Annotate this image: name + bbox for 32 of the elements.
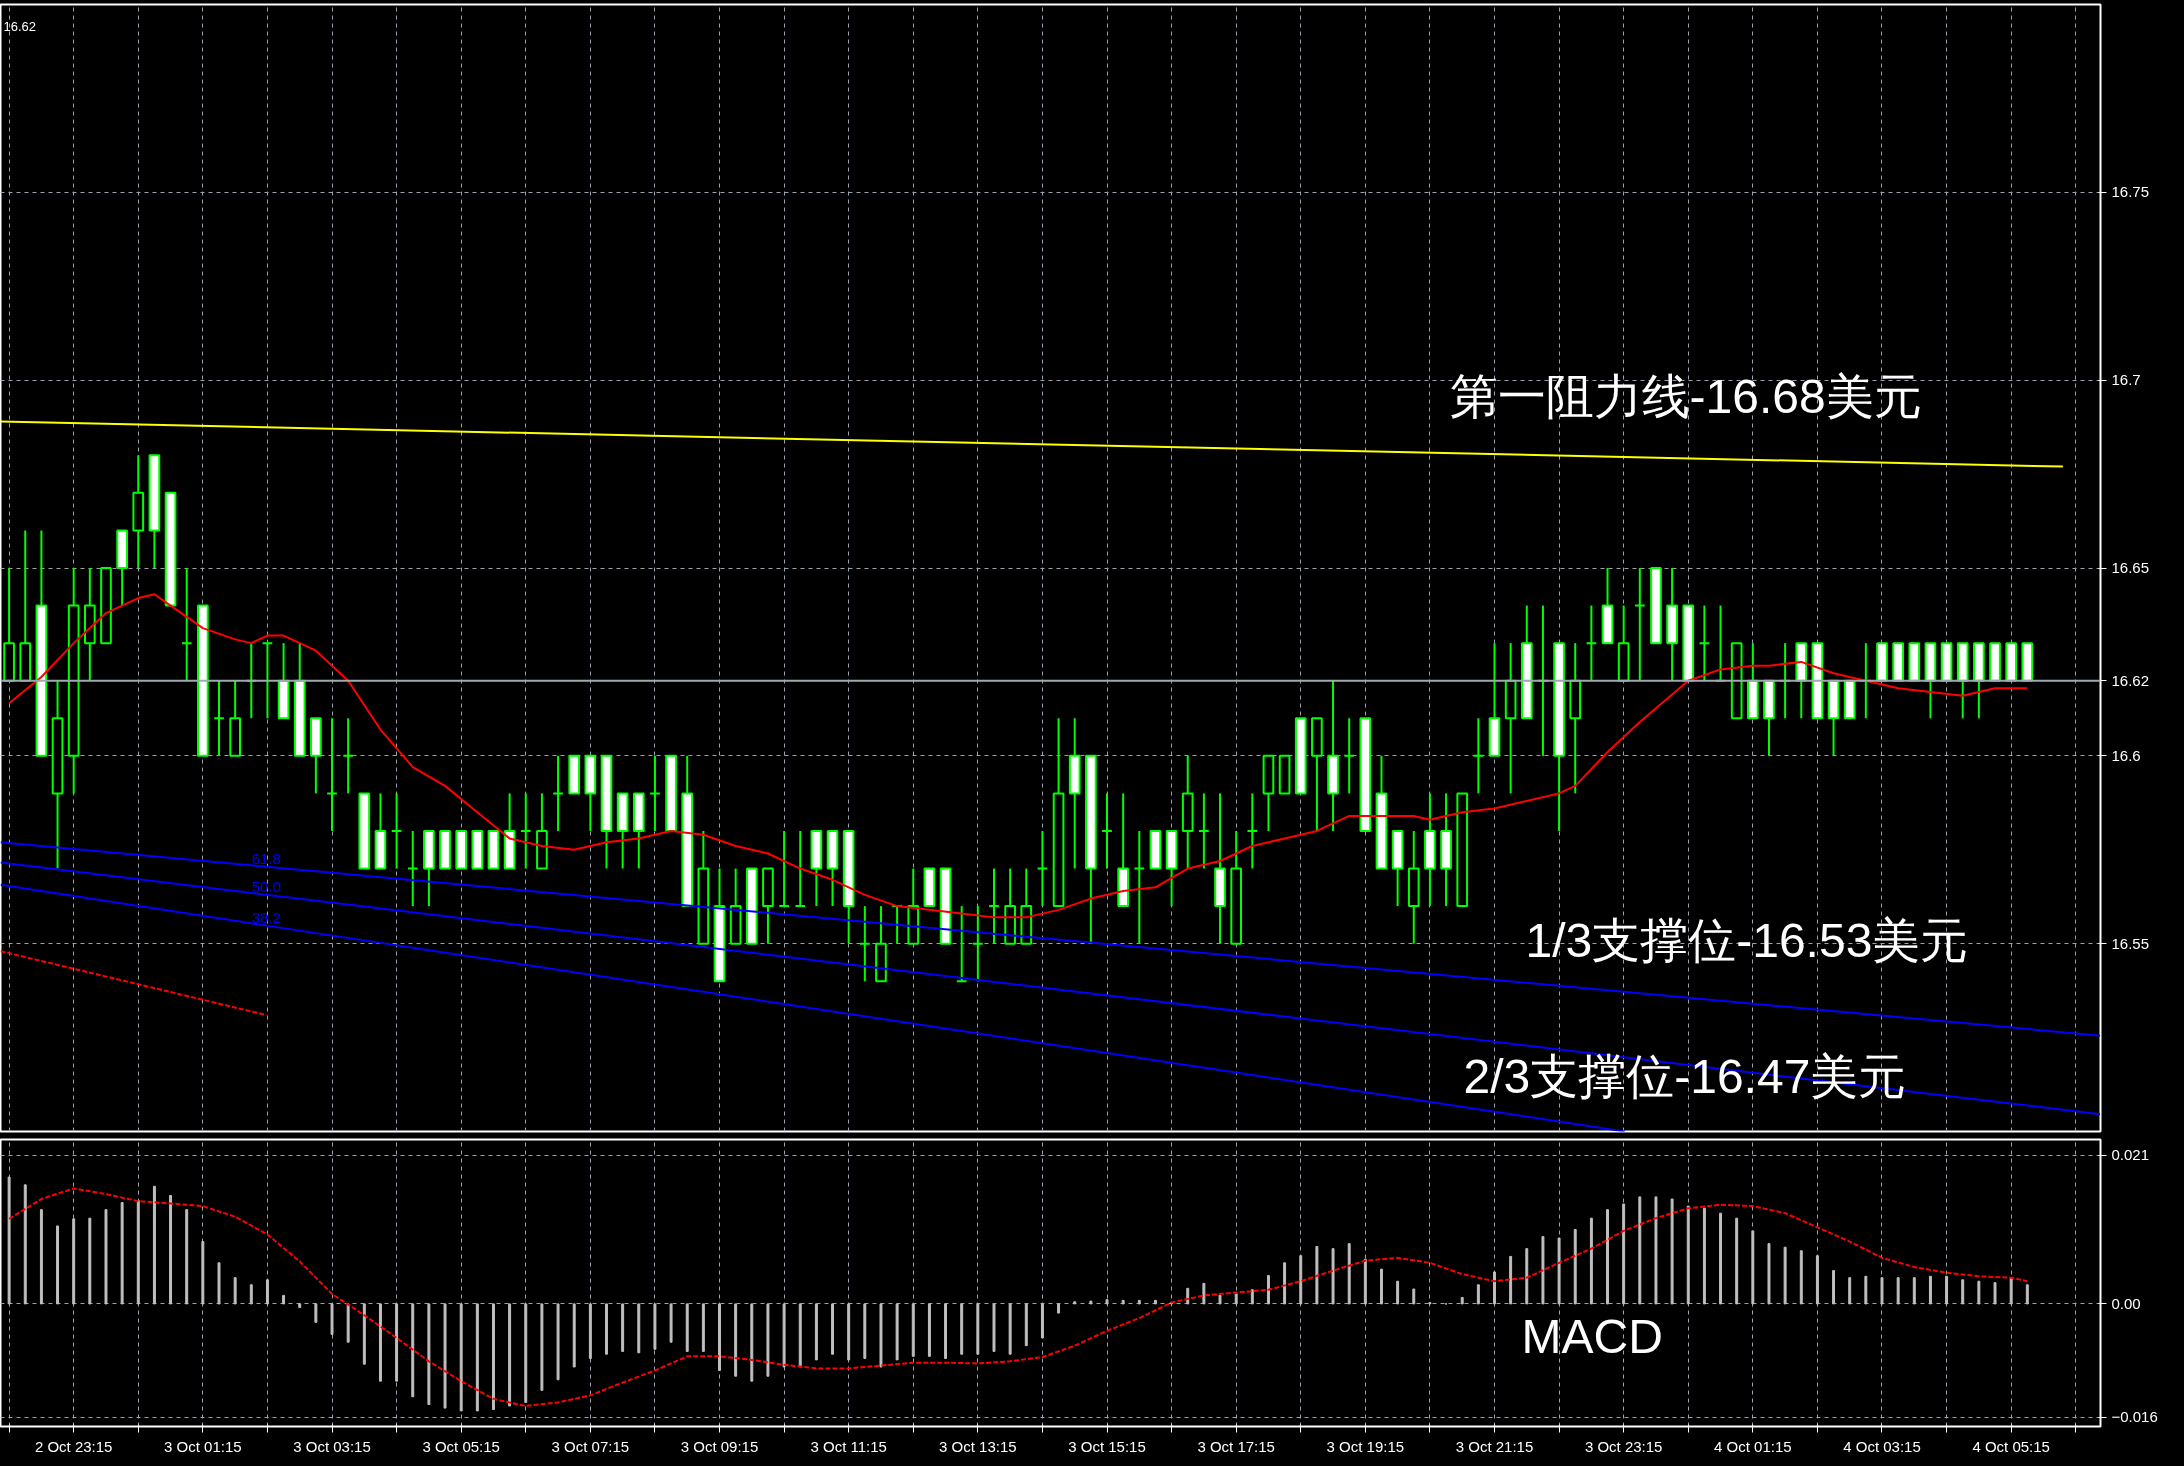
annotation: 16.62 [3, 18, 37, 34]
x-tick-label: 3 Oct 09:15 [680, 1437, 759, 1455]
x-tick-label: 4 Oct 01:15 [1714, 1437, 1792, 1455]
y-tick-label: 0.021 [2111, 1146, 2150, 1164]
series-label: 50.0 [251, 877, 281, 895]
annotation: MACD [1521, 1310, 1663, 1363]
x-tick-label: 2 Oct 23:15 [34, 1437, 113, 1455]
y-tick-label: 0.00 [2111, 1294, 2141, 1312]
x-tick-label: 3 Oct 21:15 [1455, 1437, 1534, 1455]
x-tick-label: 4 Oct 03:15 [1843, 1437, 1921, 1455]
y-tick-label: 16.6 [2111, 746, 2141, 764]
ref-line-label: 16.62 [2111, 671, 2150, 689]
x-tick-label: 3 Oct 19:15 [1326, 1437, 1405, 1455]
x-tick-label: 4 Oct 05:15 [1972, 1437, 2050, 1455]
x-tick-label: 3 Oct 11:15 [810, 1437, 887, 1455]
series-label: 38.2 [251, 908, 281, 926]
x-tick-label: 3 Oct 01:15 [164, 1437, 242, 1455]
x-tick-label: 3 Oct 07:15 [551, 1437, 630, 1455]
x-tick-label: 3 Oct 13:15 [939, 1437, 1017, 1455]
y-tick-label: 16.7 [2111, 371, 2141, 389]
series-label: 61.8 [251, 849, 281, 867]
y-tick-label: 16.75 [2111, 183, 2150, 201]
x-tick-label: 3 Oct 05:15 [422, 1437, 500, 1455]
x-tick-label: 3 Oct 03:15 [293, 1437, 371, 1455]
annotation: 1/3支撑位-16.53美元 [1525, 914, 1969, 967]
x-tick-label: 3 Oct 15:15 [1068, 1437, 1146, 1455]
x-tick-label: 3 Oct 23:15 [1584, 1437, 1663, 1455]
x-tick-label: 3 Oct 17:15 [1197, 1437, 1275, 1455]
y-tick-label: 16.55 [2111, 934, 2150, 952]
y-tick-label: 16.65 [2111, 559, 2150, 576]
annotation: 第一阻力线-16.68美元 [1449, 370, 1922, 423]
y-tick-label: −0.016 [2111, 1408, 2158, 1426]
